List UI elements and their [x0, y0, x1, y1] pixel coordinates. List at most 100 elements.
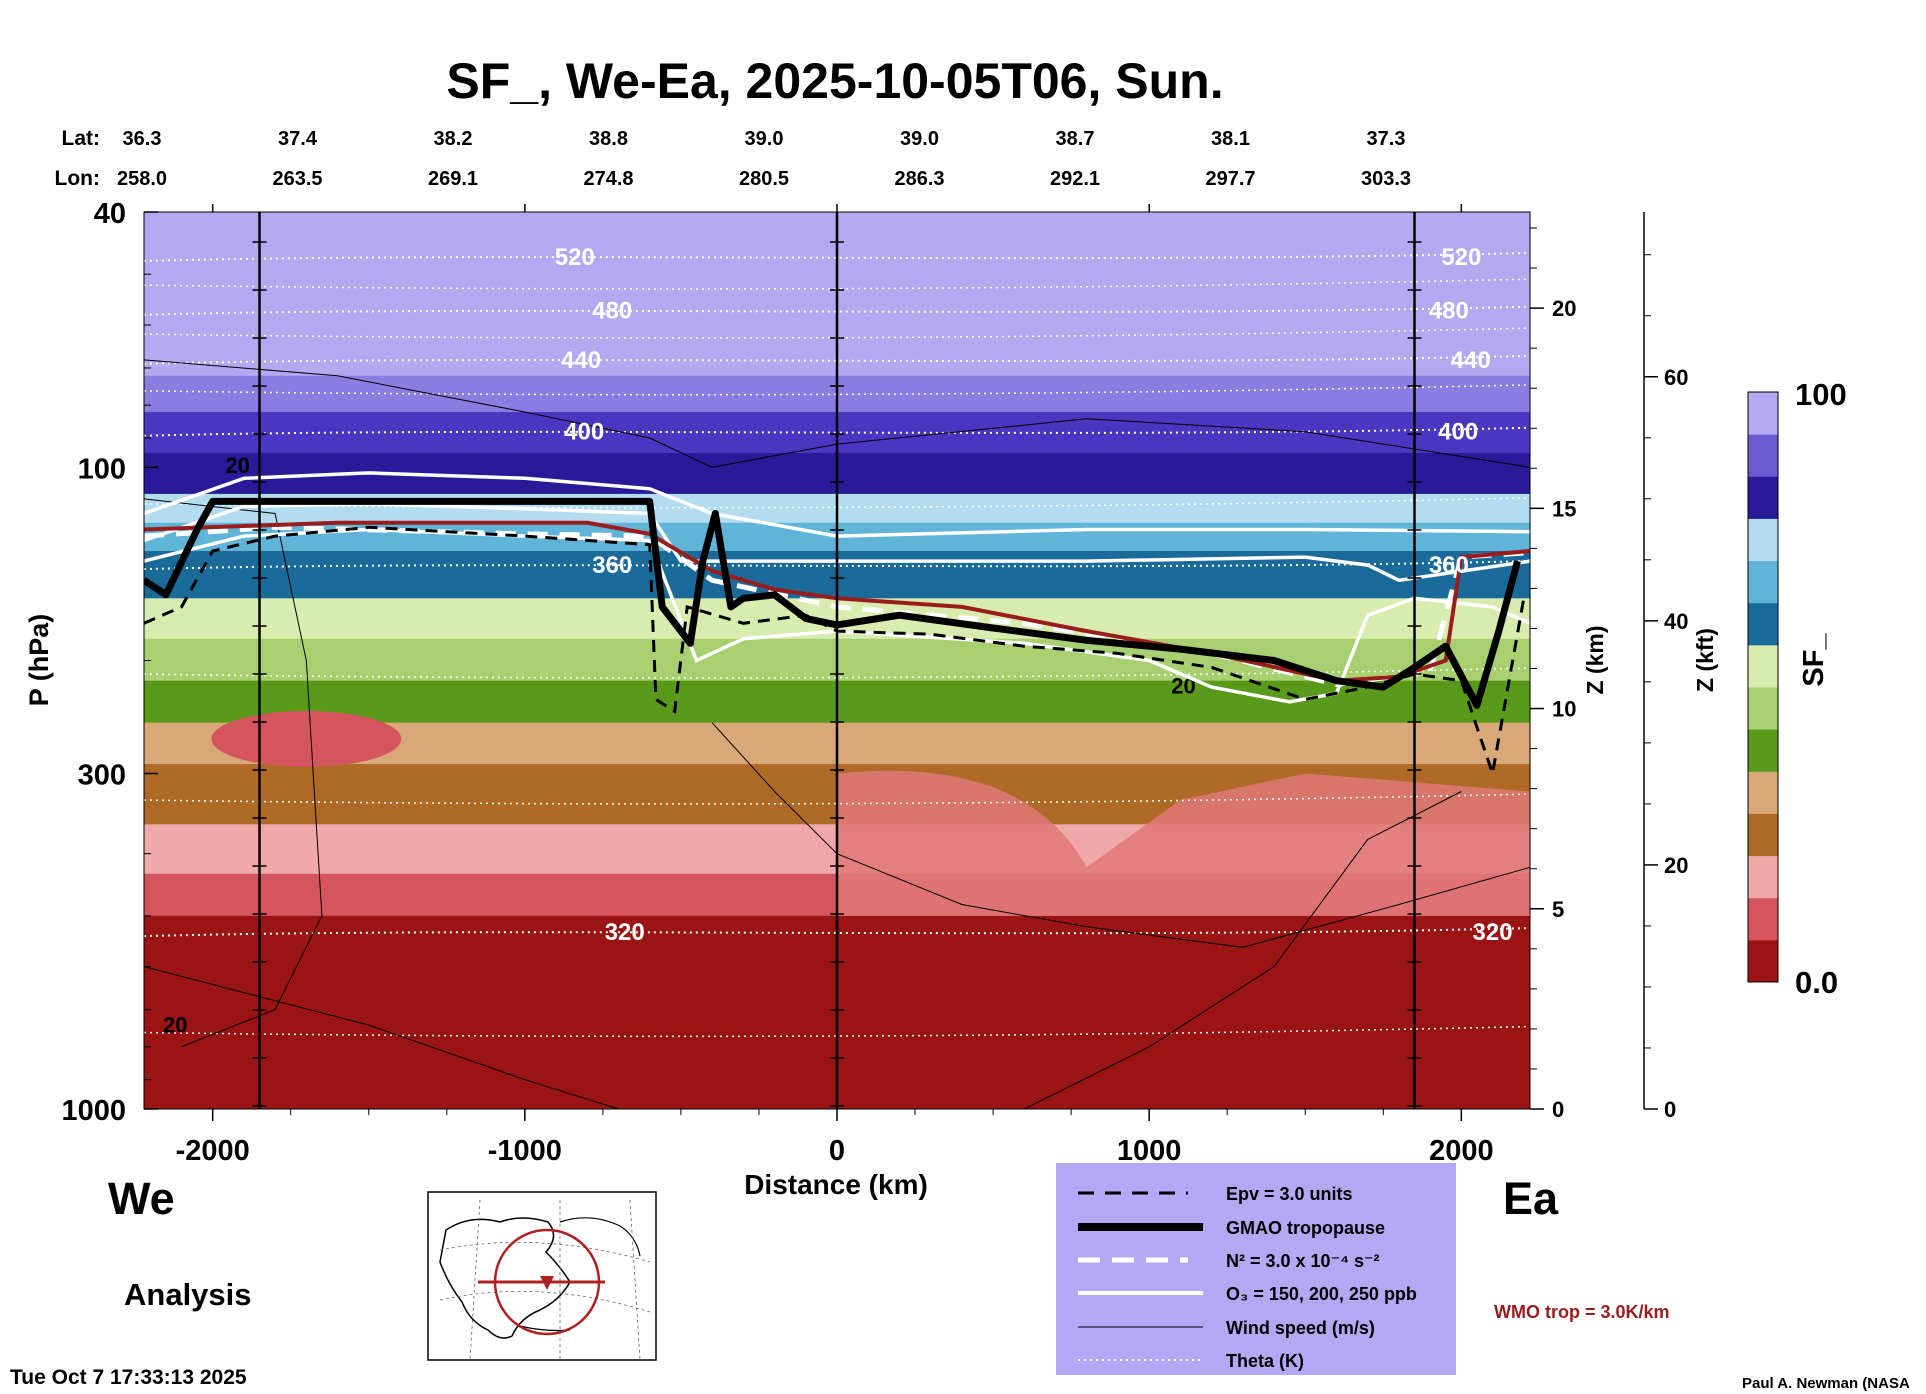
theta-contour — [144, 305, 1530, 316]
inset-map — [427, 1191, 657, 1361]
theta-contour-minor — [144, 384, 1530, 396]
theta-contour — [144, 426, 1530, 437]
lat-value: 38.8 — [589, 128, 628, 150]
legend-label-gmao-tropopause: GMAO tropopause — [1226, 1218, 1385, 1238]
theta-label: 440 — [1451, 347, 1491, 374]
theta-contour — [144, 251, 1530, 262]
colorbar-segment — [1748, 497, 1778, 519]
theta-label: 360 — [592, 552, 632, 579]
x-axis: -2000 -1000 0 1000 2000 — [176, 204, 1494, 1167]
colorbar-segment — [1748, 623, 1778, 646]
x-tick-label: -2000 — [176, 1135, 250, 1167]
colorbar-segment — [1748, 855, 1778, 878]
x-tick-label: -1000 — [488, 1135, 562, 1167]
theta-contour — [144, 927, 1530, 938]
colorbar-segment — [1748, 518, 1778, 540]
colorbar-segment — [1748, 918, 1778, 941]
colorbar-min-label: 0.0 — [1795, 965, 1838, 1000]
colorbar-segment — [1748, 665, 1778, 688]
legend-label-n2: N² = 3.0 x 10⁻⁴ s⁻² — [1226, 1251, 1379, 1271]
colorbar-segment — [1748, 939, 1778, 962]
z-kft-tick-label: 20 — [1664, 853, 1688, 878]
lat-value: 36.3 — [123, 128, 162, 150]
colorbar-segment — [1748, 687, 1778, 709]
lon-value: 297.7 — [1205, 168, 1255, 190]
colorbar-segment — [1748, 602, 1778, 625]
lon-value: 263.5 — [272, 168, 322, 190]
theta-contour-minor — [144, 497, 1530, 509]
lon-row-label: Lon: — [55, 167, 100, 190]
theta-contour — [144, 354, 1530, 365]
colorbar-segment — [1748, 771, 1778, 793]
colorbar — [1747, 391, 1779, 983]
z-km-tick-label: 20 — [1552, 296, 1576, 321]
chart-title: SF_, We-Ea, 2025-10-05T06, Sun. — [446, 53, 1223, 109]
lon-value: 292.1 — [1050, 168, 1100, 190]
theta-label: 320 — [605, 919, 645, 946]
z-km-tick-label: 15 — [1552, 496, 1576, 521]
colorbar-label: SF_ — [1798, 633, 1830, 687]
legend-label-theta: Theta (K) — [1226, 1351, 1304, 1371]
lon-value: 303.3 — [1361, 168, 1411, 190]
legend-label-epv: Epv = 3.0 units — [1226, 1184, 1353, 1204]
theta-label: 360 — [1429, 552, 1469, 579]
theta-label: 440 — [561, 347, 601, 374]
ozone-contour — [144, 471, 1530, 538]
x-tick-label: 1000 — [1117, 1135, 1182, 1167]
x-tick-label: 0 — [829, 1135, 845, 1167]
inset-map-marker-icon — [540, 1276, 554, 1290]
colorbar-segment — [1748, 708, 1778, 730]
colorbar-segment — [1748, 581, 1778, 604]
colorbar-frame — [1747, 391, 1779, 983]
theta-contour-minor — [144, 278, 1530, 290]
lat-value: 39.0 — [900, 128, 939, 150]
wind-contour — [144, 966, 619, 1109]
theta-contours — [144, 251, 1530, 1038]
lat-value: 38.7 — [1056, 128, 1095, 150]
colorbar-segment — [1748, 813, 1778, 835]
colorbar-segment — [1748, 392, 1778, 414]
inset-map-coastline — [439, 1217, 571, 1339]
inset-map-graticule — [439, 1199, 651, 1361]
p-tick-label: 100 — [78, 453, 126, 485]
inset-map-coastline-north — [559, 1217, 641, 1257]
west-label: We — [108, 1173, 175, 1224]
z-km-tick-label: 10 — [1552, 697, 1576, 722]
colorbar-segment — [1748, 413, 1778, 435]
colorbar-segment — [1748, 455, 1778, 477]
theta-label: 520 — [555, 244, 595, 271]
z-km-tick-label: 0 — [1552, 1097, 1564, 1122]
legend-label-ozone: O₃ = 150, 200, 250 ppb — [1226, 1284, 1417, 1304]
colorbar-segment — [1748, 729, 1778, 751]
tropopause-lines — [144, 497, 1530, 774]
wind-contour — [144, 359, 1530, 468]
lon-value: 280.5 — [739, 168, 789, 190]
y-axis-label: P (hPa) — [24, 614, 54, 707]
theta-label: 320 — [1473, 919, 1513, 946]
colorbar-max-label: 100 — [1795, 377, 1847, 412]
theta-contour-minor — [144, 793, 1530, 805]
wmo-tropopause-line — [144, 520, 1530, 683]
z-kft-axis-label: Z (kft) — [1692, 628, 1718, 692]
wind-contour-label: 20 — [225, 453, 249, 478]
x-tick-label: 2000 — [1429, 1135, 1494, 1167]
z-km-axis-label: Z (km) — [1582, 626, 1608, 695]
legend: Epv = 3.0 units GMAO tropopause N² = 3.0… — [1056, 1163, 1456, 1375]
sf-east-tongue — [837, 770, 1530, 916]
colorbar-segment — [1748, 560, 1778, 583]
x-axis-label: Distance (km) — [744, 1169, 928, 1200]
legend-background — [1056, 1163, 1456, 1375]
lon-value: 269.1 — [428, 168, 478, 190]
wmo-trop-label: WMO trop = 3.0K/km — [1494, 1302, 1670, 1322]
theta-label: 480 — [1429, 298, 1469, 325]
colorbar-segment — [1748, 750, 1778, 772]
p-tick-label: 1000 — [61, 1095, 126, 1127]
wind-contour — [1024, 791, 1462, 1109]
colorbar-segment — [1748, 876, 1778, 899]
lat-row-label: Lat: — [62, 127, 101, 150]
z-km-tick-label: 5 — [1552, 897, 1564, 922]
analysis-label: Analysis — [124, 1277, 252, 1312]
colorbar-segment — [1748, 897, 1778, 920]
colorbar-segment — [1748, 539, 1778, 562]
